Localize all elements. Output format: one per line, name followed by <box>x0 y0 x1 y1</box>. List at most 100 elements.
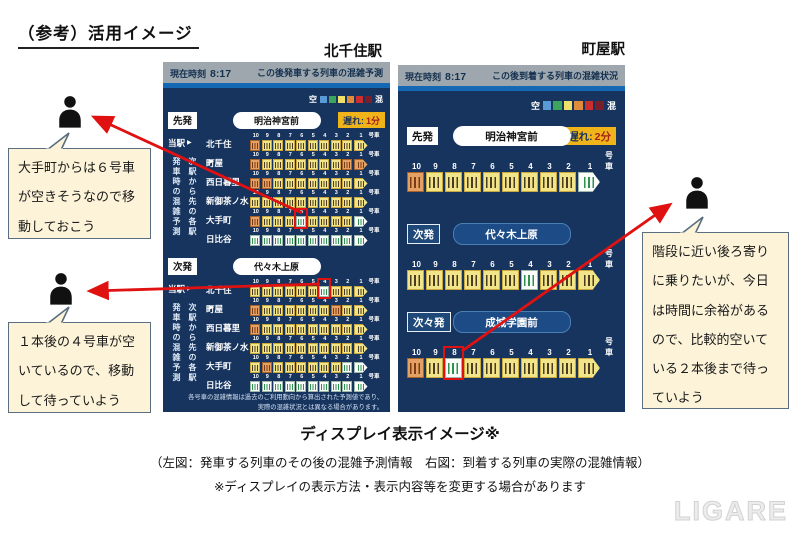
watermark-logo: LIGARE <box>673 496 788 527</box>
car-number: 2 <box>566 162 571 171</box>
train-car <box>284 140 295 151</box>
train-car <box>426 270 443 290</box>
car-number: 5 <box>311 317 315 323</box>
car-doors-icon <box>344 288 350 295</box>
side-labels: 当駅 ▶ 発車時の混雑予測 次駅から先の各駅 ▶ <box>168 279 214 393</box>
car-unit-label: 号車 <box>368 209 380 215</box>
car-doors-icon <box>357 288 364 295</box>
train-car <box>540 270 557 290</box>
car-number: 5 <box>311 133 315 139</box>
car-doors-icon <box>286 142 293 149</box>
car-unit-label: 号車 <box>605 337 613 357</box>
bubble-text: 階段に近い後ろ寄りに乗りたいが、今日は時間に余裕があるので、比較的空いている２本… <box>652 244 770 406</box>
train-car <box>284 286 295 297</box>
train-car <box>296 305 306 316</box>
bubble-text: １本後の４号車が空いているので、移動して待っていよう <box>18 334 136 408</box>
car-number: 1 <box>359 228 363 234</box>
car-doors-icon <box>561 362 573 374</box>
car-doors-icon <box>321 364 327 371</box>
car-doors-icon <box>332 237 339 244</box>
train-car <box>273 159 283 170</box>
car-doors-icon <box>485 176 497 188</box>
car-doors-icon <box>275 180 281 187</box>
section-body: 当駅▶発車時の混雑予測次駅から先の各駅▶北千住10987654321号車町屋10… <box>168 278 385 393</box>
train-car <box>353 216 368 227</box>
car-number: 10 <box>252 336 259 342</box>
car-doors-icon <box>309 383 316 390</box>
car-strip <box>407 172 616 192</box>
car-unit-label: 号車 <box>368 374 380 380</box>
car-number: 7 <box>288 171 292 177</box>
car-doors-icon <box>286 161 293 168</box>
car-doors-icon <box>344 161 350 168</box>
car-number: 7 <box>288 133 292 139</box>
car-doors-icon <box>275 364 281 371</box>
train-car <box>342 324 352 335</box>
train-car <box>353 235 368 246</box>
car-strip <box>250 140 380 151</box>
car-doors-icon <box>252 364 258 371</box>
car-number: 10 <box>252 228 259 234</box>
car-doors-icon <box>504 274 516 286</box>
train-car <box>353 324 368 335</box>
train-car <box>296 235 306 246</box>
car-number: 5 <box>311 298 315 304</box>
departure-order-tag: 次発 <box>407 224 440 244</box>
car-doors-icon <box>332 364 339 371</box>
train-car <box>521 358 538 378</box>
side-labels: 当駅 ▶ 発車時の混雑予測 次駅から先の各駅 ▶ <box>168 133 214 247</box>
station-name: 新御茶ノ水 <box>206 341 249 352</box>
train-section: 次発代々木上原当駅▶発車時の混雑予測次駅から先の各駅▶北千住1098765432… <box>168 257 385 393</box>
train-car <box>261 178 272 189</box>
current-station-label: 当駅 ▶ <box>168 283 192 294</box>
car-unit-label: 号車 <box>368 355 380 361</box>
car-number: 10 <box>252 374 259 380</box>
delay-badge: 遅れ: 1分 <box>337 112 385 128</box>
car-doors-icon <box>286 180 293 187</box>
car-doors-icon <box>309 237 316 244</box>
car-number: 7 <box>288 374 292 380</box>
car-doors-icon <box>275 142 281 149</box>
car-number: 9 <box>265 152 269 158</box>
highlighted-train-car <box>294 208 308 229</box>
train-car <box>296 140 306 151</box>
car-doors-icon <box>332 345 339 352</box>
car-doors-icon <box>263 161 270 168</box>
user-icon <box>55 95 85 129</box>
car-doors-icon <box>357 218 364 225</box>
legend-empty-label: 空 <box>530 101 540 111</box>
panel-header: 現在時刻 8:17 この後発車する列車の混雑予測 <box>163 62 390 83</box>
car-doors-icon <box>466 176 478 188</box>
train-car <box>250 343 260 354</box>
car-number: 9 <box>265 190 269 196</box>
car-number: 2 <box>346 336 350 342</box>
train-car <box>319 178 329 189</box>
station-name: 西日暮里 <box>206 176 241 187</box>
car-doors-icon <box>252 237 258 244</box>
car-unit-label: 号車 <box>368 317 380 323</box>
car-doors-icon <box>485 362 497 374</box>
train-car <box>296 381 306 392</box>
car-doors-icon <box>275 307 281 314</box>
car-number: 8 <box>277 133 281 139</box>
car-doors-icon <box>485 274 497 286</box>
right-display-panel: 現在時刻 8:17 この後到着する列車の混雑状況 空 混 先発 明治神宮前 遅れ: 2分… <box>398 65 625 412</box>
legend-color-swatch <box>584 101 594 110</box>
car-number: 4 <box>323 133 327 139</box>
car-doors-icon <box>321 345 327 352</box>
car-unit-label: 号車 <box>368 279 380 285</box>
train-car <box>273 362 283 373</box>
train-car <box>307 178 318 189</box>
station-rows: 北千住10987654321号車町屋10987654321号車西日暮里10987… <box>206 278 380 393</box>
train-car <box>284 178 295 189</box>
car-number: 3 <box>334 171 338 177</box>
car-number: 5 <box>311 228 315 234</box>
